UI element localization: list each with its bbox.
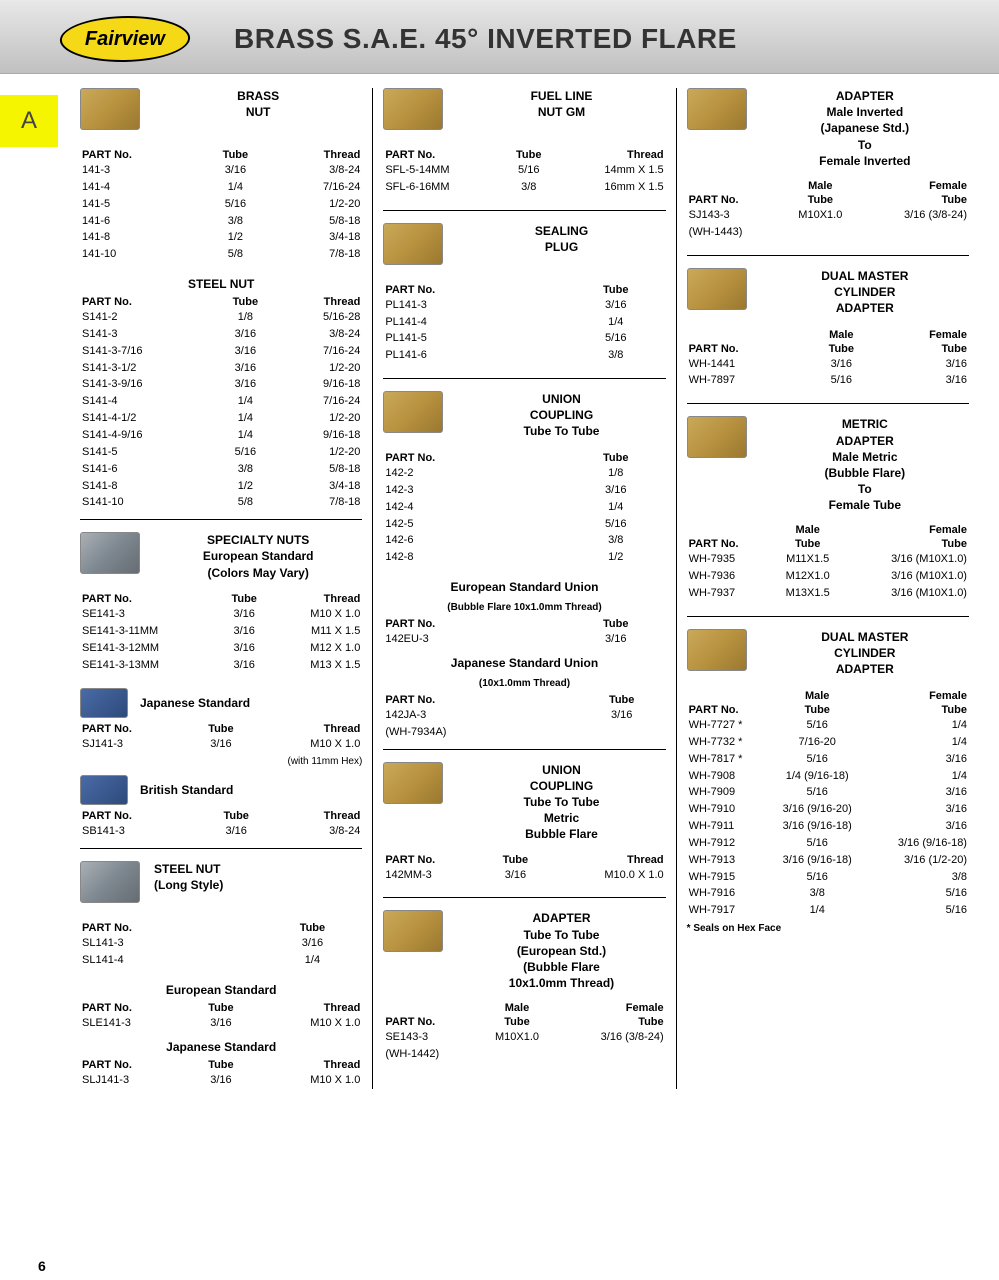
column-2: FUEL LINENUT GM PART No.TubeThreadSFL-5-… [373, 88, 676, 1089]
union-metric-image [383, 762, 443, 804]
steel-nut-long-block: STEEL NUT(Long Style) PART No.TubeSL141-… [80, 861, 362, 969]
fuel-line-nut-table: PART No.TubeThreadSFL-5-14MM5/1614mm X 1… [383, 148, 665, 196]
divider [80, 848, 362, 849]
euro-std2-table: PART No.TubeThreadSLE141-33/16M10 X 1.0 [80, 1001, 362, 1032]
adapter-euro-title: ADAPTERTube To Tube(European Std.)(Bubbl… [457, 910, 665, 991]
divider [687, 403, 969, 404]
divider [383, 897, 665, 898]
sealing-plug-title: SEALINGPLUG [457, 223, 665, 255]
british-std-header: British Standard [80, 775, 362, 805]
jap-std2-table: PART No.TubeThreadSLJ141-33/16M10 X 1.0 [80, 1058, 362, 1089]
british-std-title: British Standard [140, 783, 233, 797]
japanese-std-table: PART No.TubeThreadSJ141-33/16M10 X 1.0 [80, 722, 362, 753]
fuel-line-nut-title: FUEL LINENUT GM [457, 88, 665, 120]
divider [383, 210, 665, 211]
metric-adapter-table: MaleFemalePART No.TubeTubeWH-7935M11X1.5… [687, 523, 969, 602]
specialty-nuts-title: SPECIALTY NUTSEuropean Standard(Colors M… [154, 532, 362, 581]
steel-nut-long-table: PART No.TubeSL141-33/16SL141-41/4 [80, 921, 362, 969]
british-std-table: PART No.TubeThreadSB141-33/163/8-24 [80, 809, 362, 840]
jap-union-title: Japanese Standard Union [383, 656, 665, 670]
divider [687, 616, 969, 617]
divider [383, 378, 665, 379]
japanese-std-header: Japanese Standard [80, 688, 362, 718]
japanese-std-image [80, 688, 128, 718]
union-coupling-table: PART No.Tube142-21/8142-33/16142-41/4142… [383, 451, 665, 566]
dual-master1-title: DUAL MASTERCYLINDERADAPTER [761, 268, 969, 317]
brass-nut-block: BRASSNUT PART No.TubeThread141-33/163/8-… [80, 88, 362, 263]
dual-master1-table: MaleFemalePART No.TubeTubeWH-14413/163/1… [687, 328, 969, 390]
steel-nut-title: STEEL NUT [80, 277, 362, 291]
specialty-nut-image [80, 532, 140, 574]
steel-nut-table: PART No.TubeThreadS141-21/85/16-28S141-3… [80, 295, 362, 511]
column-1: BRASSNUT PART No.TubeThread141-33/163/8-… [70, 88, 373, 1089]
steel-nut-long-image [80, 861, 140, 903]
brass-nut-image [80, 88, 140, 130]
dual-master2-image [687, 629, 747, 671]
adapter-jp-image [687, 88, 747, 130]
steel-nut-long-title: STEEL NUT(Long Style) [154, 861, 362, 893]
sealing-plug-image [383, 223, 443, 265]
fuel-line-nut-image [383, 88, 443, 130]
page-header: Fairview BRASS S.A.E. 45° INVERTED FLARE [0, 0, 999, 74]
dual-master2-note: * Seals on Hex Face [687, 923, 969, 934]
dual-master2-block: DUAL MASTERCYLINDERADAPTER MaleFemalePAR… [687, 629, 969, 934]
content-area: BRASSNUT PART No.TubeThread141-33/163/8-… [0, 74, 999, 1099]
adapter-euro-image [383, 910, 443, 952]
logo-text: Fairview [85, 27, 165, 50]
metric-adapter-image [687, 416, 747, 458]
union-coupling-block: UNIONCOUPLINGTube To Tube PART No.Tube14… [383, 391, 665, 566]
british-std-image [80, 775, 128, 805]
page-number: 6 [38, 1258, 46, 1274]
adapter-jp-table: MaleFemalePART No.TubeTubeSJ143-3M10X1.0… [687, 179, 969, 241]
dual-master2-title: DUAL MASTERCYLINDERADAPTER [761, 629, 969, 678]
divider [383, 749, 665, 750]
adapter-jp-title: ADAPTERMale Inverted(Japanese Std.)ToFem… [761, 88, 969, 169]
specialty-nuts-block: SPECIALTY NUTSEuropean Standard(Colors M… [80, 532, 362, 673]
page-title: BRASS S.A.E. 45° INVERTED FLARE [234, 23, 737, 55]
divider [80, 519, 362, 520]
fairview-logo: Fairview [57, 16, 193, 62]
euro-union-subtitle: (Bubble Flare 10x1.0mm Thread) [383, 602, 665, 613]
jap-union-table: PART No.Tube142JA-33/16(WH-7934A) [383, 693, 665, 741]
euro-std2-title: European Standard [80, 983, 362, 997]
union-coupling-title: UNIONCOUPLINGTube To Tube [457, 391, 665, 440]
brass-nut-title: BRASSNUT [154, 88, 362, 120]
section-tab: A [0, 95, 58, 147]
jap-union-subtitle: (10x1.0mm Thread) [383, 678, 665, 689]
japanese-std-note: (with 11mm Hex) [80, 756, 362, 767]
euro-union-title: European Standard Union [383, 580, 665, 594]
adapter-euro-block: ADAPTERTube To Tube(European Std.)(Bubbl… [383, 910, 665, 1063]
union-metric-block: UNIONCOUPLINGTube To TubeMetricBubble Fl… [383, 762, 665, 884]
metric-adapter-title: METRICADAPTERMale Metric(Bubble Flare)To… [761, 416, 969, 513]
dual-master1-block: DUAL MASTERCYLINDERADAPTER MaleFemalePAR… [687, 268, 969, 390]
japanese-std-title: Japanese Standard [140, 696, 250, 710]
column-3: ADAPTERMale Inverted(Japanese Std.)ToFem… [677, 88, 979, 1089]
metric-adapter-block: METRICADAPTERMale Metric(Bubble Flare)To… [687, 416, 969, 602]
specialty-nuts-table: PART No.TubeThreadSE141-33/16M10 X 1.0SE… [80, 592, 362, 673]
adapter-euro-table: MaleFemalePART No.TubeTubeSE143-3M10X1.0… [383, 1001, 665, 1063]
dual-master2-table: MaleFemalePART No.TubeTubeWH-7727 *5/161… [687, 689, 969, 919]
adapter-jp-block: ADAPTERMale Inverted(Japanese Std.)ToFem… [687, 88, 969, 241]
fuel-line-nut-block: FUEL LINENUT GM PART No.TubeThreadSFL-5-… [383, 88, 665, 196]
euro-union-table: PART No.Tube142EU-33/16 [383, 617, 665, 648]
divider [687, 255, 969, 256]
sealing-plug-block: SEALINGPLUG PART No.TubePL141-33/16PL141… [383, 223, 665, 364]
union-coupling-image [383, 391, 443, 433]
sealing-plug-table: PART No.TubePL141-33/16PL141-41/4PL141-5… [383, 283, 665, 364]
union-metric-title: UNIONCOUPLINGTube To TubeMetricBubble Fl… [457, 762, 665, 843]
union-metric-table: PART No.TubeThread142MM-33/16M10.0 X 1.0 [383, 853, 665, 884]
brass-nut-table: PART No.TubeThread141-33/163/8-24141-41/… [80, 148, 362, 263]
jap-std2-title: Japanese Standard [80, 1040, 362, 1054]
dual-master1-image [687, 268, 747, 310]
